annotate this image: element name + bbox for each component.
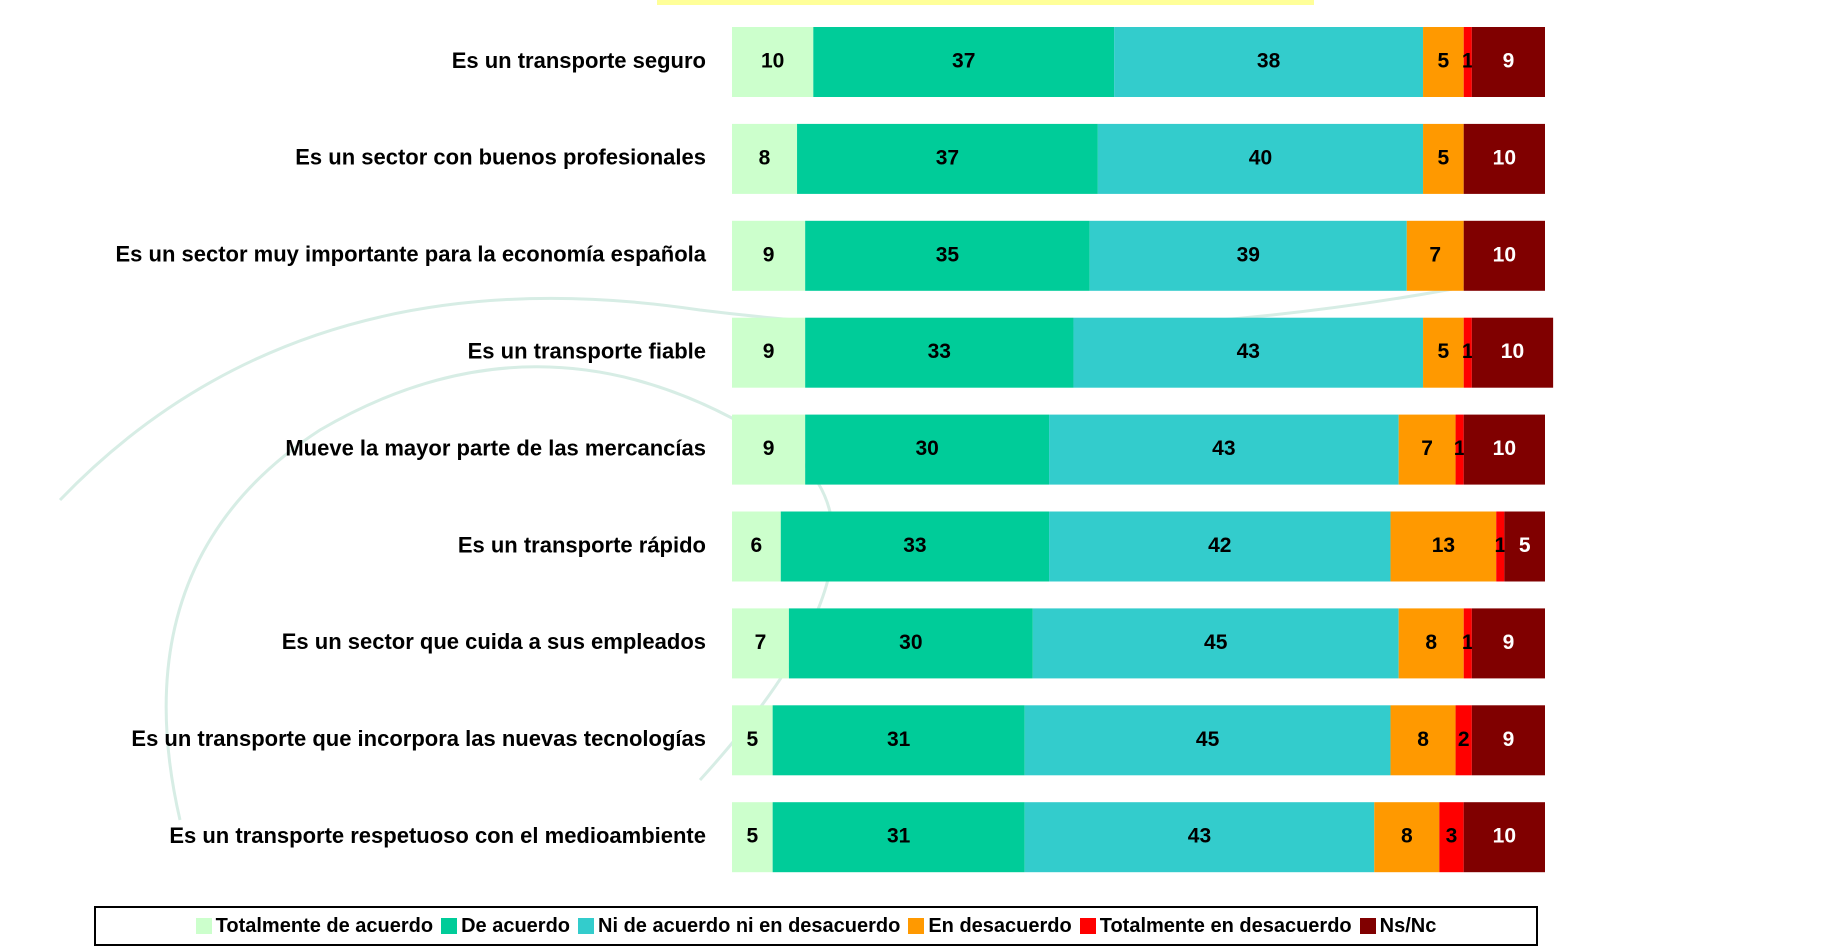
value-label: 45 — [1204, 631, 1228, 654]
value-label: 10 — [1493, 437, 1516, 460]
value-label: 33 — [928, 340, 951, 363]
value-label: 13 — [1432, 534, 1455, 557]
legend-label: Ni de acuerdo ni en desacuerdo — [598, 915, 900, 938]
value-label: 43 — [1237, 340, 1260, 363]
value-label: 43 — [1212, 437, 1235, 460]
value-label: 3 — [1446, 825, 1458, 848]
value-label: 39 — [1237, 243, 1260, 266]
value-label: 8 — [1401, 825, 1413, 848]
legend-swatch — [1080, 918, 1096, 934]
legend-swatch — [1360, 918, 1376, 934]
legend-item: De acuerdo — [441, 915, 570, 938]
legend-label: Totalmente de acuerdo — [216, 915, 433, 938]
value-label: 10 — [1501, 340, 1524, 363]
page: Es un transporte seguro103738519Es un se… — [0, 0, 1839, 946]
legend-swatch — [908, 918, 924, 934]
value-label: 8 — [759, 146, 771, 169]
legend-label: De acuerdo — [461, 915, 570, 938]
value-label: 35 — [936, 243, 960, 266]
value-label: 2 — [1458, 728, 1470, 751]
legend: Totalmente de acuerdo De acuerdo Ni de acu… — [94, 906, 1538, 946]
value-label: 30 — [899, 631, 922, 654]
legend-item: Totalmente de acuerdo — [196, 915, 433, 938]
value-label: 38 — [1257, 50, 1281, 73]
category-label: Es un transporte rápido — [458, 532, 706, 557]
value-label: 5 — [746, 728, 758, 751]
value-label: 10 — [761, 50, 784, 73]
legend-item: Ni de acuerdo ni en desacuerdo — [578, 915, 900, 938]
value-label: 5 — [1438, 340, 1450, 363]
value-label: 37 — [936, 146, 959, 169]
category-label: Es un transporte que incorpora las nueva… — [131, 726, 706, 751]
value-label: 10 — [1493, 243, 1516, 266]
value-label: 9 — [763, 340, 775, 363]
value-label: 10 — [1493, 146, 1516, 169]
value-label: 9 — [763, 437, 775, 460]
value-label: 5 — [1519, 534, 1531, 557]
value-label: 8 — [1425, 631, 1437, 654]
legend-label: En desacuerdo — [928, 915, 1071, 938]
category-label: Es un sector muy importante para la econ… — [115, 242, 706, 267]
legend-swatch — [196, 918, 212, 934]
value-label: 7 — [1421, 437, 1433, 460]
value-label: 43 — [1188, 825, 1211, 848]
value-label: 33 — [903, 534, 926, 557]
value-label: 5 — [746, 825, 758, 848]
value-label: 9 — [1503, 50, 1515, 73]
chart: Es un transporte seguro103738519Es un se… — [0, 0, 1839, 946]
value-label: 8 — [1417, 728, 1429, 751]
category-label: Es un sector que cuida a sus empleados — [282, 629, 706, 654]
value-label: 31 — [887, 825, 911, 848]
category-label: Es un transporte fiable — [468, 339, 706, 364]
category-label: Mueve la mayor parte de las mercancías — [285, 435, 706, 460]
legend-swatch — [441, 918, 457, 934]
top-band — [657, 0, 1314, 5]
value-label: 7 — [1429, 243, 1441, 266]
value-label: 5 — [1438, 146, 1450, 169]
category-label: Es un sector con buenos profesionales — [295, 145, 706, 170]
value-label: 7 — [755, 631, 767, 654]
value-label: 37 — [952, 50, 975, 73]
legend-item: Ns/Nc — [1360, 915, 1437, 938]
legend-label: Ns/Nc — [1380, 915, 1437, 938]
value-label: 40 — [1249, 146, 1272, 169]
value-label: 31 — [887, 728, 911, 751]
value-label: 10 — [1493, 825, 1516, 848]
legend-item: En desacuerdo — [908, 915, 1071, 938]
value-label: 9 — [1503, 631, 1515, 654]
legend-label: Totalmente en desacuerdo — [1100, 915, 1352, 938]
value-label: 9 — [763, 243, 775, 266]
value-label: 9 — [1503, 728, 1515, 751]
value-label: 5 — [1438, 50, 1450, 73]
value-label: 6 — [751, 534, 763, 557]
value-label: 42 — [1208, 534, 1231, 557]
value-label: 45 — [1196, 728, 1220, 751]
value-label: 30 — [915, 437, 938, 460]
category-label: Es un transporte seguro — [452, 48, 706, 73]
legend-item: Totalmente en desacuerdo — [1080, 915, 1352, 938]
category-label: Es un transporte respetuoso con el medio… — [169, 823, 706, 848]
legend-swatch — [578, 918, 594, 934]
